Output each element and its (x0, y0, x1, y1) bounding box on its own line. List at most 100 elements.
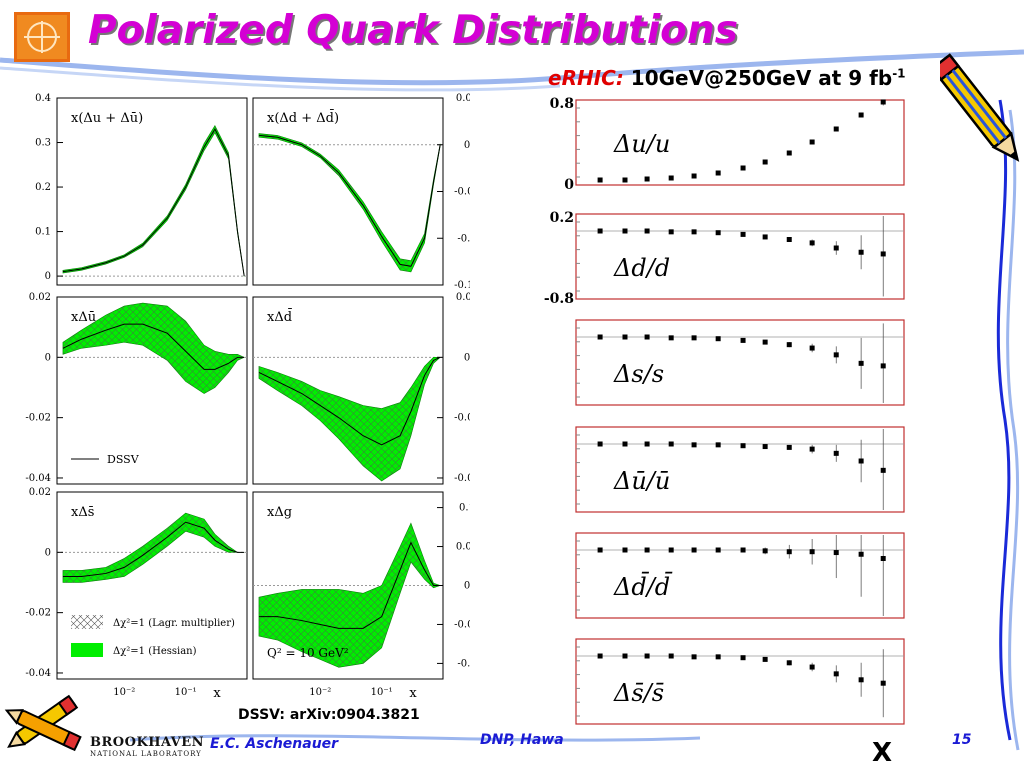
data-point (644, 653, 650, 659)
legend-swatch-band (71, 643, 103, 657)
logo-icon (14, 12, 70, 62)
y-tick-label: -0.05 (454, 187, 470, 198)
data-point (691, 442, 697, 448)
panel-frame (575, 532, 905, 619)
x-tick-label: 10⁻¹ (371, 687, 393, 698)
legend-swatch-hatch (71, 615, 103, 629)
data-point (858, 112, 864, 118)
data-point (762, 656, 768, 662)
y-tick-label: 0.3 (35, 138, 51, 149)
y-tick-label: 0 (45, 547, 51, 558)
pdf-panel: 0.05 0 -0.05 -0.1 -0.15 x(Δd + Δd̄) (252, 93, 470, 291)
data-point (762, 159, 768, 165)
projection-panel: Δd̄/d̄ (575, 532, 905, 619)
x-tick-label: 10⁻¹ (826, 729, 870, 730)
data-point (622, 547, 628, 553)
legend-label: Δχ²=1 (Lagr. multiplier) (113, 618, 235, 629)
projection-panel: Δd/d 0.2 -0.8 (544, 210, 905, 307)
y-tick-label: 0 (464, 352, 470, 363)
y-tick-label: 0 (464, 140, 470, 151)
lab-logo: BROOKHAVEN NATIONAL LABORATORY (90, 735, 204, 758)
x-axis-label: x (213, 686, 221, 701)
erhic-value: 10GeV@250GeV at 9 fb (630, 66, 893, 90)
panel-title: x(Δu + Δū) (71, 111, 143, 126)
y-tick-label: -0.04 (454, 473, 470, 484)
data-point (786, 660, 792, 666)
panel-title: xΔs̄ (71, 505, 94, 520)
y-tick-label: -0.1 (457, 233, 470, 244)
data-point (833, 550, 839, 556)
error-band-hatch (258, 523, 441, 668)
data-point (668, 547, 674, 553)
panel-label: Δs/s (613, 360, 664, 388)
data-point (786, 150, 792, 156)
y-tick-label: -0.8 (544, 291, 574, 307)
data-point (691, 654, 697, 660)
panel-title: xΔg (267, 505, 292, 520)
data-point (786, 237, 792, 242)
y-tick-label: 0 (464, 581, 470, 592)
error-band-hatch (258, 357, 441, 481)
erhic-header: eRHIC: 10GeV@250GeV at 9 fb-1 (548, 66, 906, 90)
data-point (809, 549, 815, 555)
y-tick-label: -0.02 (25, 608, 51, 619)
central-line (258, 356, 441, 446)
data-point (809, 446, 815, 452)
data-point (762, 548, 768, 554)
data-point (715, 654, 721, 660)
y-tick-label: 0.1 (459, 503, 470, 514)
panel-label: Δu/u (613, 130, 670, 158)
pdf-panel: 0.4 0.3 0.2 0.1 0 x(Δu + Δū) (35, 93, 248, 286)
data-point (691, 335, 697, 341)
data-point (691, 173, 697, 179)
slide-title: Polarized Quark Distributions (88, 8, 738, 53)
legend-label: DSSV (107, 453, 140, 466)
x-tick-label: 10⁻² (309, 687, 331, 698)
x-axis-label: x (409, 686, 417, 701)
data-point (622, 441, 628, 447)
data-point (740, 337, 746, 343)
panel-frame (575, 426, 905, 513)
data-point (644, 176, 650, 182)
data-point (833, 126, 839, 132)
data-point (740, 655, 746, 661)
data-point (622, 228, 628, 234)
data-point (668, 653, 674, 659)
data-point (597, 547, 603, 553)
panel-frame (56, 97, 248, 286)
panel-label: Δd/d (613, 254, 670, 282)
y-tick-label: 0.02 (456, 292, 470, 303)
data-point (880, 363, 886, 369)
data-point (786, 342, 792, 348)
y-tick-label: 0.4 (35, 93, 51, 104)
data-point (740, 231, 746, 237)
y-tick-label: 0.05 (456, 93, 470, 104)
x-tick-label: 10⁻¹ (175, 687, 197, 698)
y-tick-label: -0.05 (454, 619, 470, 630)
pdf-panel: 0.1 0.05 0 -0.05 -0.1 xΔg 10⁻² 10⁻¹ x Q² = 10 GeV… (252, 491, 470, 701)
data-point (858, 458, 864, 464)
panel-annotation: Q² = 10 GeV² (267, 646, 349, 660)
projection-panel: Δu/u 0.8 0 (550, 96, 905, 193)
data-point (597, 653, 603, 659)
data-point (880, 680, 886, 686)
data-point (740, 165, 746, 171)
data-point (833, 671, 839, 677)
y-tick-label: -0.04 (25, 668, 51, 679)
data-point (715, 336, 721, 342)
erhic-sup: -1 (892, 66, 906, 81)
legend-label: Δχ²=1 (Hessian) (113, 646, 197, 657)
y-tick-label: 0.2 (550, 210, 574, 226)
data-point (668, 229, 674, 235)
data-point (715, 230, 721, 236)
data-point (880, 251, 886, 257)
data-point (597, 228, 603, 234)
y-tick-label: -0.1 (457, 658, 470, 669)
y-tick-label: 0.2 (35, 182, 51, 193)
panel-label: Δū/ū (613, 467, 670, 495)
pencil-icon (940, 53, 1020, 162)
data-point (833, 352, 839, 358)
erhic-label: eRHIC: (548, 66, 624, 90)
